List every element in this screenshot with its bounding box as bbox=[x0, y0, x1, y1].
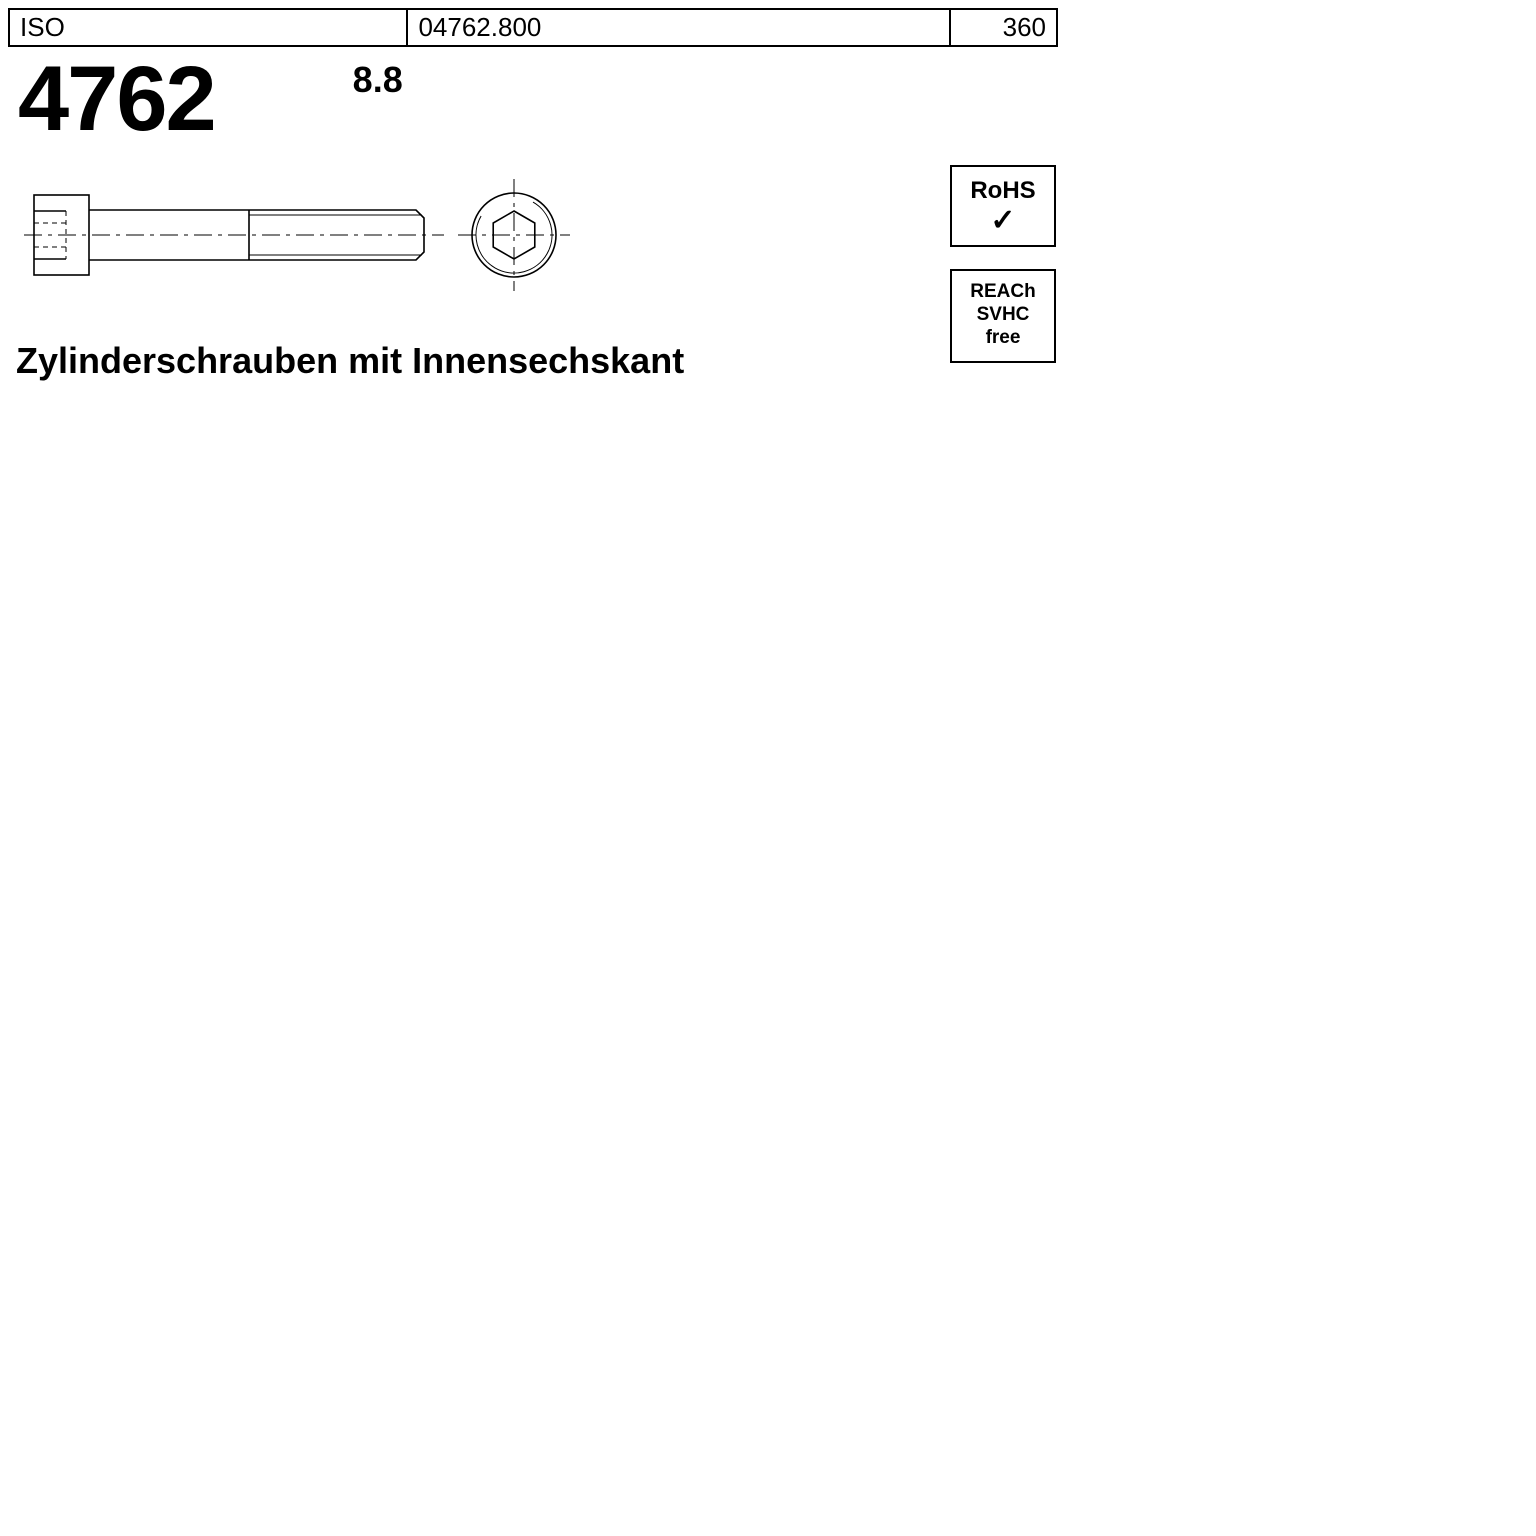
reach-line2: SVHC bbox=[952, 304, 1054, 327]
header-code: 04762.800 bbox=[408, 10, 951, 45]
strength-grade: 8.8 bbox=[353, 59, 403, 101]
reach-badge: REACh SVHC free bbox=[950, 269, 1056, 363]
standard-number: 4762 bbox=[18, 53, 215, 145]
check-icon: ✓ bbox=[952, 209, 1054, 233]
rohs-badge: RoHS ✓ bbox=[950, 165, 1056, 247]
title-row: 4762 8.8 bbox=[8, 47, 1058, 145]
screw-diagram bbox=[24, 175, 624, 295]
spec-sheet: ISO 04762.800 360 4762 8.8 bbox=[8, 8, 1058, 145]
reach-line3: free bbox=[952, 327, 1054, 350]
header-number: 360 bbox=[951, 10, 1056, 45]
reach-line1: REACh bbox=[952, 281, 1054, 304]
header-row: ISO 04762.800 360 bbox=[8, 8, 1058, 47]
header-standard-org: ISO bbox=[10, 10, 408, 45]
product-description: Zylinderschrauben mit Innensechskant bbox=[16, 340, 684, 382]
compliance-badges: RoHS ✓ REACh SVHC free bbox=[950, 165, 1056, 385]
rohs-label: RoHS bbox=[970, 177, 1035, 204]
